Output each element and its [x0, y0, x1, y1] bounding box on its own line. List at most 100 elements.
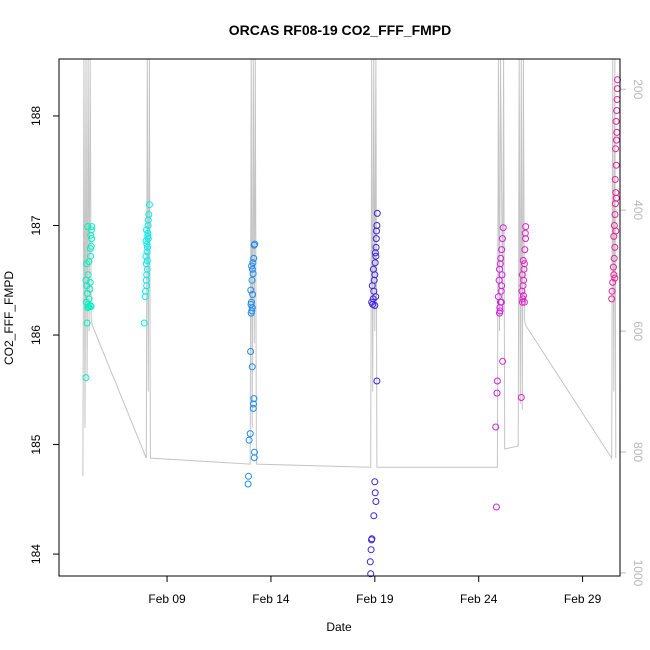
data-point [519, 257, 527, 264]
data-point [495, 276, 503, 284]
y2-tick-label: 600 [631, 321, 645, 341]
data-point [519, 282, 527, 290]
x-tick-label: Feb 19 [356, 592, 394, 606]
data-point [371, 302, 379, 309]
data-point [371, 478, 379, 486]
data-point [609, 278, 617, 286]
axes-layer: Feb 09 Feb 14 Feb 19 Feb 24 Feb 29 184 185 186 1… [29, 79, 645, 606]
y-tick-label: 188 [29, 106, 43, 126]
data-point [84, 271, 92, 279]
data-point [85, 303, 92, 310]
data-point [611, 176, 619, 183]
data-point [370, 512, 378, 520]
data-point [248, 265, 256, 273]
data-point [522, 235, 529, 243]
data-point [369, 265, 377, 273]
data-point [145, 211, 153, 218]
data-point [87, 303, 95, 310]
data-point [86, 302, 94, 309]
data-point [372, 252, 380, 260]
data-point [493, 389, 501, 397]
data-point [372, 293, 380, 301]
data-point [244, 480, 252, 488]
data-point [245, 436, 253, 444]
y-tick-label: 184 [29, 544, 43, 564]
data-point [499, 224, 507, 232]
data-point [248, 307, 256, 315]
data-point [498, 235, 506, 243]
data-point [521, 229, 529, 237]
x-tick-label: Feb 14 [252, 592, 290, 606]
data-point [84, 223, 92, 231]
data-point [519, 292, 527, 300]
data-points-layer [82, 76, 621, 578]
data-point [518, 298, 526, 306]
data-point [520, 260, 528, 268]
series-rf16 [492, 224, 507, 511]
data-point [87, 252, 95, 260]
data-point [246, 430, 254, 438]
data-point [249, 259, 257, 267]
data-point [492, 503, 500, 511]
y2-tick-label: 1000 [631, 560, 645, 587]
data-point [88, 235, 96, 243]
data-point [612, 117, 620, 125]
data-point [372, 498, 380, 505]
data-point [143, 248, 151, 256]
altitude-trace-line [82, 58, 617, 477]
data-point [373, 222, 381, 229]
data-point [247, 348, 255, 355]
data-point [87, 231, 95, 239]
data-point [498, 271, 506, 279]
data-point [611, 274, 619, 282]
data-point [522, 223, 530, 231]
data-point [612, 161, 620, 169]
data-point [144, 235, 152, 243]
data-point [366, 558, 374, 566]
data-point [247, 286, 255, 294]
data-point [248, 276, 256, 284]
data-point [612, 145, 620, 153]
data-point [498, 246, 506, 254]
data-point [493, 377, 501, 385]
data-point [140, 319, 148, 327]
y-tick-label: 185 [29, 434, 43, 454]
data-point [250, 400, 257, 408]
series-rf08 [82, 223, 96, 382]
data-point [142, 260, 150, 268]
data-point [609, 263, 617, 271]
series-rf12 [244, 240, 259, 488]
data-point [86, 278, 94, 286]
data-point [143, 257, 151, 264]
data-point [610, 254, 618, 262]
data-point [372, 243, 380, 251]
series-rf10 [140, 201, 153, 327]
data-point [88, 223, 96, 231]
data-point [367, 570, 375, 578]
data-point [143, 226, 150, 234]
data-point [144, 229, 152, 237]
data-point [521, 246, 529, 254]
series-rf14 [366, 209, 381, 578]
data-point [373, 209, 381, 217]
data-point [83, 260, 91, 268]
x-axis-label: Date [326, 620, 352, 634]
data-point [496, 307, 504, 315]
data-point [499, 357, 507, 365]
y2-tick-label: 800 [631, 442, 645, 462]
y-tick-label: 187 [29, 215, 43, 235]
x-tick-label: Feb 29 [564, 592, 602, 606]
data-point [497, 254, 505, 262]
data-point [496, 260, 504, 268]
chart-title: ORCAS RF08-19 CO2_FFF_FMPD [229, 22, 451, 38]
y2-tick-label: 400 [631, 200, 645, 220]
data-point [371, 259, 379, 267]
data-point [494, 293, 502, 301]
data-point [250, 395, 258, 403]
series-rf19 [608, 76, 621, 303]
data-point [608, 287, 616, 295]
x-tick-label: Feb 24 [460, 592, 498, 606]
data-point [373, 377, 381, 385]
